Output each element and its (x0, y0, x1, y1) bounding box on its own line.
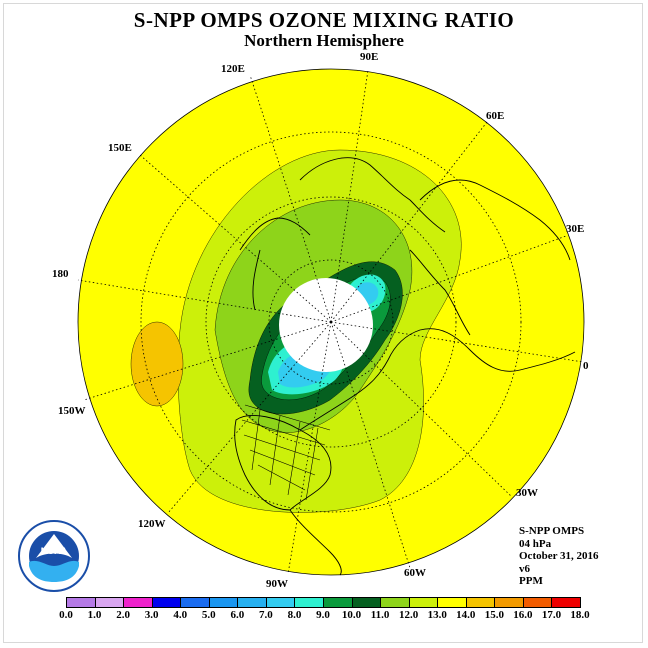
colorbar-tick-label: 9.0 (316, 609, 330, 621)
info-units: PPM (519, 575, 543, 587)
noaa-logo-text: NOAA (41, 546, 68, 556)
colorbar-swatch (351, 597, 382, 608)
colorbar-swatch (380, 597, 410, 608)
lon-label-0: 0 (583, 360, 589, 372)
colorbar-swatch (522, 597, 553, 608)
lon-label-30e: 30E (566, 223, 585, 235)
us-state-grid (241, 404, 331, 501)
map-title: S-NPP OMPS OZONE MIXING RATIO (133, 8, 515, 32)
colorbar-tick-label: 1.0 (87, 609, 102, 621)
colorbar-tick-label: 3.0 (144, 609, 159, 621)
colorbar-tick-label: 8.0 (287, 609, 302, 621)
info-instrument: S-NPP OMPS (519, 525, 585, 537)
lon-label-150e: 150E (108, 142, 132, 154)
colorbar-tick-label: 6.0 (230, 609, 245, 621)
colorbar-tick-label: 15.0 (484, 609, 504, 621)
ozone-contour-13 (130, 321, 184, 407)
colorbar-swatch (66, 597, 96, 608)
lon-label-180: 180 (52, 268, 69, 280)
lon-label-60e: 60E (486, 110, 505, 122)
colorbar-tick-label: 5.0 (201, 609, 216, 621)
polar-night-nodata (279, 278, 373, 372)
meridians (77, 69, 584, 575)
colorbar-tick-label: 10.0 (341, 609, 362, 621)
colorbar-swatch (294, 597, 324, 608)
colorbar-tick-label: 17.0 (541, 609, 562, 621)
info-block: S-NPP OMPS 04 hPa October 31, 2016 v6 PP… (519, 525, 599, 588)
colorbar-tick-label: 2.0 (116, 609, 130, 621)
colorbar-swatch (437, 597, 467, 608)
colorbar-swatch (208, 597, 239, 608)
colorbar-tick-label: 18.0 (570, 609, 590, 621)
colorbar-tick-label: 13.0 (427, 609, 447, 621)
colorbar-tick-label: 16.0 (513, 609, 533, 621)
lon-label-60w: 60W (404, 567, 426, 579)
lon-label-90w: 90W (266, 578, 288, 590)
colorbar-tick-label: 7.0 (259, 609, 273, 621)
colorbar-tick-label: 4.0 (173, 609, 188, 621)
colorbar-tick-label: 12.0 (399, 609, 419, 621)
lon-label-120w: 120W (138, 518, 166, 530)
colorbar-swatch (180, 597, 210, 608)
lon-label-150w: 150W (58, 405, 86, 417)
lon-label-30w: 30W (516, 487, 538, 499)
colorbar-tick-label: 14.0 (456, 609, 476, 621)
colorbar-tick-label: 11.0 (370, 609, 390, 621)
colorbar-swatch (123, 597, 153, 608)
colorbar-swatch (494, 597, 524, 608)
lon-label-120e: 120E (221, 63, 245, 75)
colorbar-tick-label: 0.0 (59, 609, 73, 621)
coastlines (234, 157, 576, 576)
colorbar-swatch (408, 597, 439, 608)
colorbar-swatch (465, 597, 496, 608)
globe-outline (77, 68, 585, 576)
colorbar-swatch (94, 597, 125, 608)
info-version: v6 (519, 562, 530, 575)
colorbar-swatch (323, 597, 353, 608)
lon-label-90e: 90E (360, 51, 379, 63)
map-subtitle: Northern Hemisphere (244, 31, 404, 50)
figure-frame (3, 3, 643, 643)
info-level: 04 hPa (519, 537, 552, 550)
info-date: October 31, 2016 (519, 550, 599, 562)
colorbar-swatch (237, 597, 267, 608)
colorbar-swatch (151, 597, 182, 608)
noaa-logo: NOAA (18, 520, 90, 592)
colorbar-swatch (265, 597, 296, 608)
colorbar-swatch (551, 597, 581, 608)
